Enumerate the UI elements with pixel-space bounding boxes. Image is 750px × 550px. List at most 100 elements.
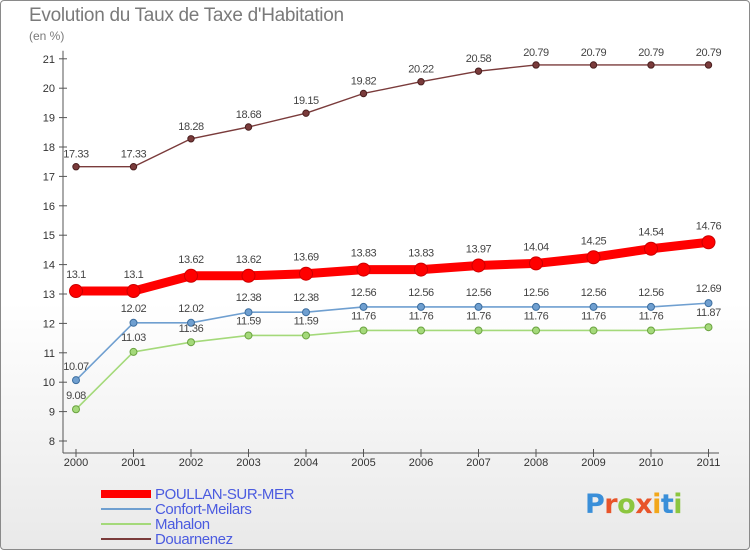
x-tick-label: 2009 [581, 457, 605, 469]
data-point-confort-meilars [129, 318, 138, 327]
logo-letter: t [660, 489, 674, 520]
data-label-poullan-sur-mer: 13.97 [466, 243, 492, 255]
data-label-mahalon: 11.03 [121, 332, 146, 344]
data-point-mahalon [187, 338, 195, 347]
y-tick-label: 9 [49, 407, 55, 419]
data-label-mahalon: 9.08 [66, 390, 86, 402]
x-tick-label: 2005 [351, 457, 375, 469]
data-label-douarnenez: 17.33 [63, 149, 89, 161]
data-label-mahalon: 11.76 [524, 310, 549, 322]
data-label-douarnenez: 20.22 [408, 64, 434, 76]
data-label-poullan-sur-mer: 14.54 [638, 227, 664, 239]
data-point-mahalon [244, 331, 253, 340]
data-label-confort-meilars: 12.56 [351, 287, 377, 299]
data-point-douarnenez [359, 89, 368, 98]
data-point-confort-meilars [647, 302, 655, 311]
data-label-mahalon: 11.76 [466, 310, 491, 322]
data-label-confort-meilars: 12.69 [696, 283, 722, 295]
data-label-poullan-sur-mer: 13.62 [178, 254, 204, 266]
data-point-douarnenez [532, 61, 540, 69]
data-point-mahalon [474, 326, 483, 335]
data-label-mahalon: 11.76 [581, 310, 606, 322]
logo-letter: o [617, 489, 636, 520]
data-point-poullan-sur-mer [69, 284, 83, 299]
data-label-confort-meilars: 12.02 [178, 303, 204, 315]
series-line-mahalon [75, 326, 710, 411]
data-label-poullan-sur-mer: 13.62 [236, 254, 262, 266]
proxiti-logo: Proxiti [585, 489, 683, 520]
data-label-confort-meilars: 12.02 [121, 303, 147, 315]
data-label-confort-meilars: 12.56 [581, 287, 607, 299]
data-point-confort-meilars [532, 302, 540, 311]
data-point-poullan-sur-mer [414, 262, 428, 277]
data-point-confort-meilars [474, 302, 483, 311]
data-point-mahalon [647, 326, 655, 335]
data-label-poullan-sur-mer: 13.83 [351, 248, 377, 260]
logo-letter: P [585, 489, 605, 520]
legend-label: Confort-Meilars [155, 501, 252, 518]
data-label-poullan-sur-mer: 14.25 [581, 235, 607, 247]
data-point-douarnenez [244, 123, 253, 131]
data-point-poullan-sur-mer [701, 235, 716, 250]
data-point-confort-meilars [72, 376, 80, 385]
data-point-mahalon [72, 405, 80, 414]
logo-letter: i [673, 489, 683, 520]
y-tick-label: 8 [49, 436, 55, 448]
y-tick-label: 12 [43, 318, 55, 330]
x-tick-label: 2000 [64, 457, 88, 469]
data-point-douarnenez [647, 61, 655, 69]
data-label-douarnenez: 19.15 [293, 95, 319, 107]
data-point-douarnenez [417, 78, 425, 86]
x-tick-label: 2010 [639, 457, 663, 469]
data-label-mahalon: 11.76 [639, 310, 664, 322]
y-tick-label: 21 [43, 54, 55, 66]
y-tick-label: 17 [43, 171, 55, 183]
data-label-confort-meilars: 12.56 [523, 287, 549, 299]
x-tick-label: 2011 [697, 457, 721, 469]
data-point-mahalon [532, 326, 540, 335]
x-tick-label: 2003 [236, 457, 260, 469]
data-point-poullan-sur-mer [241, 268, 256, 283]
series-line-poullan-sur-mer [71, 237, 713, 296]
x-tick-label: 2004 [294, 457, 318, 469]
y-tick-label: 19 [43, 113, 55, 125]
data-point-confort-meilars [417, 302, 425, 311]
data-label-confort-meilars: 12.56 [466, 287, 492, 299]
data-point-poullan-sur-mer [586, 250, 601, 265]
data-label-douarnenez: 19.82 [351, 75, 377, 87]
legend-swatch [101, 490, 151, 498]
data-label-mahalon: 11.59 [236, 315, 261, 327]
data-label-douarnenez: 18.68 [236, 109, 262, 121]
legend-swatch [101, 508, 151, 510]
data-label-confort-meilars: 10.07 [63, 361, 89, 373]
data-point-douarnenez [589, 61, 598, 69]
data-point-confort-meilars [359, 302, 368, 311]
legend-label: POULLAN-SUR-MER [155, 486, 295, 503]
data-point-poullan-sur-mer [356, 262, 371, 277]
data-point-mahalon [704, 323, 713, 332]
data-label-douarnenez: 17.33 [121, 149, 147, 161]
y-tick-label: 15 [43, 230, 55, 242]
legend-label: Douarnenez [155, 531, 233, 548]
data-point-mahalon [129, 347, 138, 356]
x-tick-label: 2001 [121, 457, 145, 469]
data-point-mahalon [359, 326, 368, 335]
x-tick-label: 2002 [179, 457, 203, 469]
data-label-confort-meilars: 12.38 [236, 292, 262, 304]
x-tick-label: 2007 [466, 457, 490, 469]
data-label-poullan-sur-mer: 13.69 [293, 252, 319, 264]
logo-letter: r [604, 489, 618, 520]
y-tick-label: 14 [43, 260, 55, 272]
data-point-confort-meilars [244, 308, 253, 317]
data-label-douarnenez: 20.79 [638, 47, 664, 59]
data-point-poullan-sur-mer [644, 241, 658, 256]
data-label-mahalon: 11.36 [179, 323, 204, 335]
data-point-douarnenez [474, 67, 483, 75]
data-point-confort-meilars [589, 302, 598, 311]
data-point-confort-meilars [704, 299, 713, 308]
y-tick-label: 11 [44, 348, 55, 360]
data-point-mahalon [417, 326, 425, 335]
series-line-douarnenez [75, 64, 710, 168]
data-label-confort-meilars: 12.56 [638, 287, 664, 299]
